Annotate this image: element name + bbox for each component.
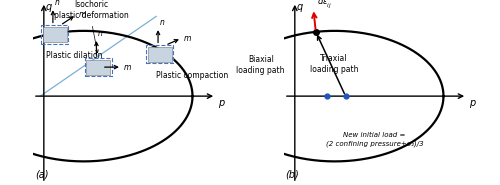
Text: q: q [296, 2, 303, 12]
Text: n: n [160, 18, 164, 27]
Text: m: m [124, 63, 131, 72]
Text: Biaxial
loading path: Biaxial loading path [236, 55, 285, 75]
Text: n: n [98, 29, 103, 38]
Bar [148, 47, 172, 62]
Text: Plastic dilation: Plastic dilation [46, 51, 102, 60]
Text: Isochoric
plastic deformation: Isochoric plastic deformation [54, 0, 128, 20]
Text: n: n [54, 0, 60, 7]
Bar [42, 27, 67, 42]
Text: (b): (b) [286, 169, 300, 179]
Text: q: q [46, 2, 52, 12]
Text: (a): (a) [35, 169, 48, 179]
Bar [146, 45, 174, 63]
Text: m: m [78, 10, 86, 19]
Text: Triaxial
loading path: Triaxial loading path [310, 54, 358, 74]
Bar [86, 60, 110, 75]
Text: m: m [184, 34, 191, 43]
Bar [41, 25, 68, 43]
Text: New initial load =
(2 confining pressure+σ₂)/3: New initial load = (2 confining pressure… [326, 132, 424, 147]
Text: p: p [469, 98, 475, 108]
Bar [84, 58, 112, 76]
Text: $d\dot{\varepsilon}_{ij}^{plastic}$: $d\dot{\varepsilon}_{ij}^{plastic}$ [317, 0, 348, 10]
Text: p: p [218, 98, 224, 108]
Text: Plastic compaction: Plastic compaction [156, 71, 228, 80]
